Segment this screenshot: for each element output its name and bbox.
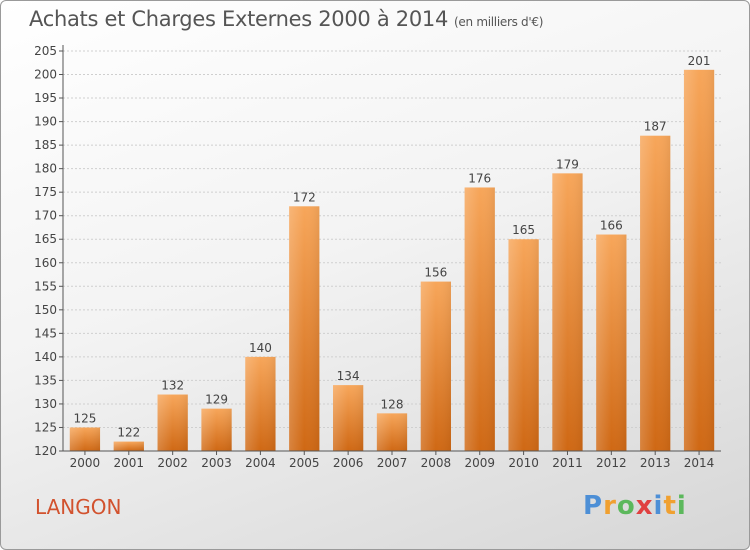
logo-letter: P	[583, 491, 604, 521]
bar-shine	[113, 441, 144, 451]
y-tick-label: 130	[34, 397, 57, 411]
bar-value-label: 201	[688, 54, 711, 68]
x-tick-label: 2012	[596, 456, 627, 470]
y-tick-label: 170	[34, 209, 57, 223]
bar-shine	[508, 239, 539, 451]
x-tick-label: 2006	[333, 456, 364, 470]
bar-value-label: 176	[468, 171, 491, 185]
bar-value-label: 166	[600, 219, 623, 233]
bar-shine	[289, 206, 320, 451]
x-tick-label: 2005	[289, 456, 320, 470]
bar-value-label: 128	[381, 397, 404, 411]
proxiti-logo[interactable]: Proxiti	[583, 491, 687, 521]
logo-letter: r	[603, 491, 617, 521]
bar-value-label: 187	[644, 120, 667, 134]
bar-shine	[201, 408, 232, 451]
y-tick-label: 165	[34, 232, 57, 246]
bar-shine	[596, 234, 627, 451]
logo-letter: i	[653, 491, 664, 521]
y-tick-label: 200	[34, 68, 57, 82]
x-tick-label: 2011	[552, 456, 583, 470]
y-tick-label: 150	[34, 303, 57, 317]
chart-subtitle: (en milliers d'€)	[454, 15, 544, 29]
x-tick-label: 2003	[201, 456, 232, 470]
logo-letter: o	[616, 491, 636, 521]
bar-value-label: 129	[205, 393, 228, 407]
y-tick-label: 160	[34, 256, 57, 270]
logo-letter: t	[663, 491, 677, 521]
x-tick-label: 2008	[421, 456, 452, 470]
x-tick-label: 2013	[640, 456, 671, 470]
y-tick-label: 175	[34, 185, 57, 199]
axes: 120 125 130 135 140 145 150 155 160 165 170 175 180 1…	[34, 44, 721, 470]
x-tick-label: 2009	[464, 456, 495, 470]
bar-shine	[332, 385, 364, 451]
y-tick-label: 145	[34, 326, 57, 340]
bar-shine	[683, 69, 715, 451]
bar-value-label: 140	[249, 341, 272, 355]
bar-shine	[245, 356, 276, 451]
chart-title-text: Achats et Charges Externes 2000 à 2014	[29, 7, 449, 31]
y-tick-label: 180	[34, 162, 57, 176]
y-tick-label: 195	[34, 91, 57, 105]
bar-value-label: 125	[73, 411, 96, 425]
bar-value-label: 172	[293, 190, 316, 204]
commune-name: LANGON	[35, 495, 122, 519]
y-tick-label: 135	[34, 373, 57, 387]
x-tick-label: 2000	[70, 456, 101, 470]
logo-letter: i	[676, 491, 687, 521]
bar-shine	[640, 135, 671, 452]
x-tick-label: 2007	[377, 456, 408, 470]
x-tick-label: 2001	[114, 456, 145, 470]
y-tick-label: 125	[34, 420, 57, 434]
y-tick-label: 140	[34, 350, 57, 364]
y-tick-label: 120	[34, 444, 57, 458]
bar-value-label: 122	[117, 426, 140, 440]
logo-letter: x	[635, 491, 654, 521]
bar-shine	[420, 281, 452, 451]
bar-value-label: 165	[512, 223, 535, 237]
y-tick-label: 205	[34, 44, 57, 58]
bar-value-label: 134	[337, 369, 360, 383]
bar-value-label: 179	[556, 157, 579, 171]
y-tick-label: 185	[34, 138, 57, 152]
y-tick-label: 155	[34, 279, 57, 293]
y-tick-label: 190	[34, 115, 57, 129]
bar-shine	[464, 187, 495, 451]
x-tick-label: 2010	[508, 456, 539, 470]
x-tick-label: 2002	[157, 456, 188, 470]
bar-shine	[552, 173, 583, 451]
bar-shine	[157, 394, 188, 451]
bar-shine	[69, 427, 101, 451]
chart-title: Achats et Charges Externes 2000 à 2014 (e…	[29, 7, 543, 31]
bars: 125 122 132 129 140 172 134 128 156 176 165 179 166 1…	[69, 54, 715, 452]
x-tick-label: 2014	[684, 456, 715, 470]
bar-value-label: 132	[161, 379, 184, 393]
x-tick-label: 2004	[245, 456, 276, 470]
bar-shine	[376, 413, 408, 451]
bar-value-label: 156	[424, 266, 447, 280]
